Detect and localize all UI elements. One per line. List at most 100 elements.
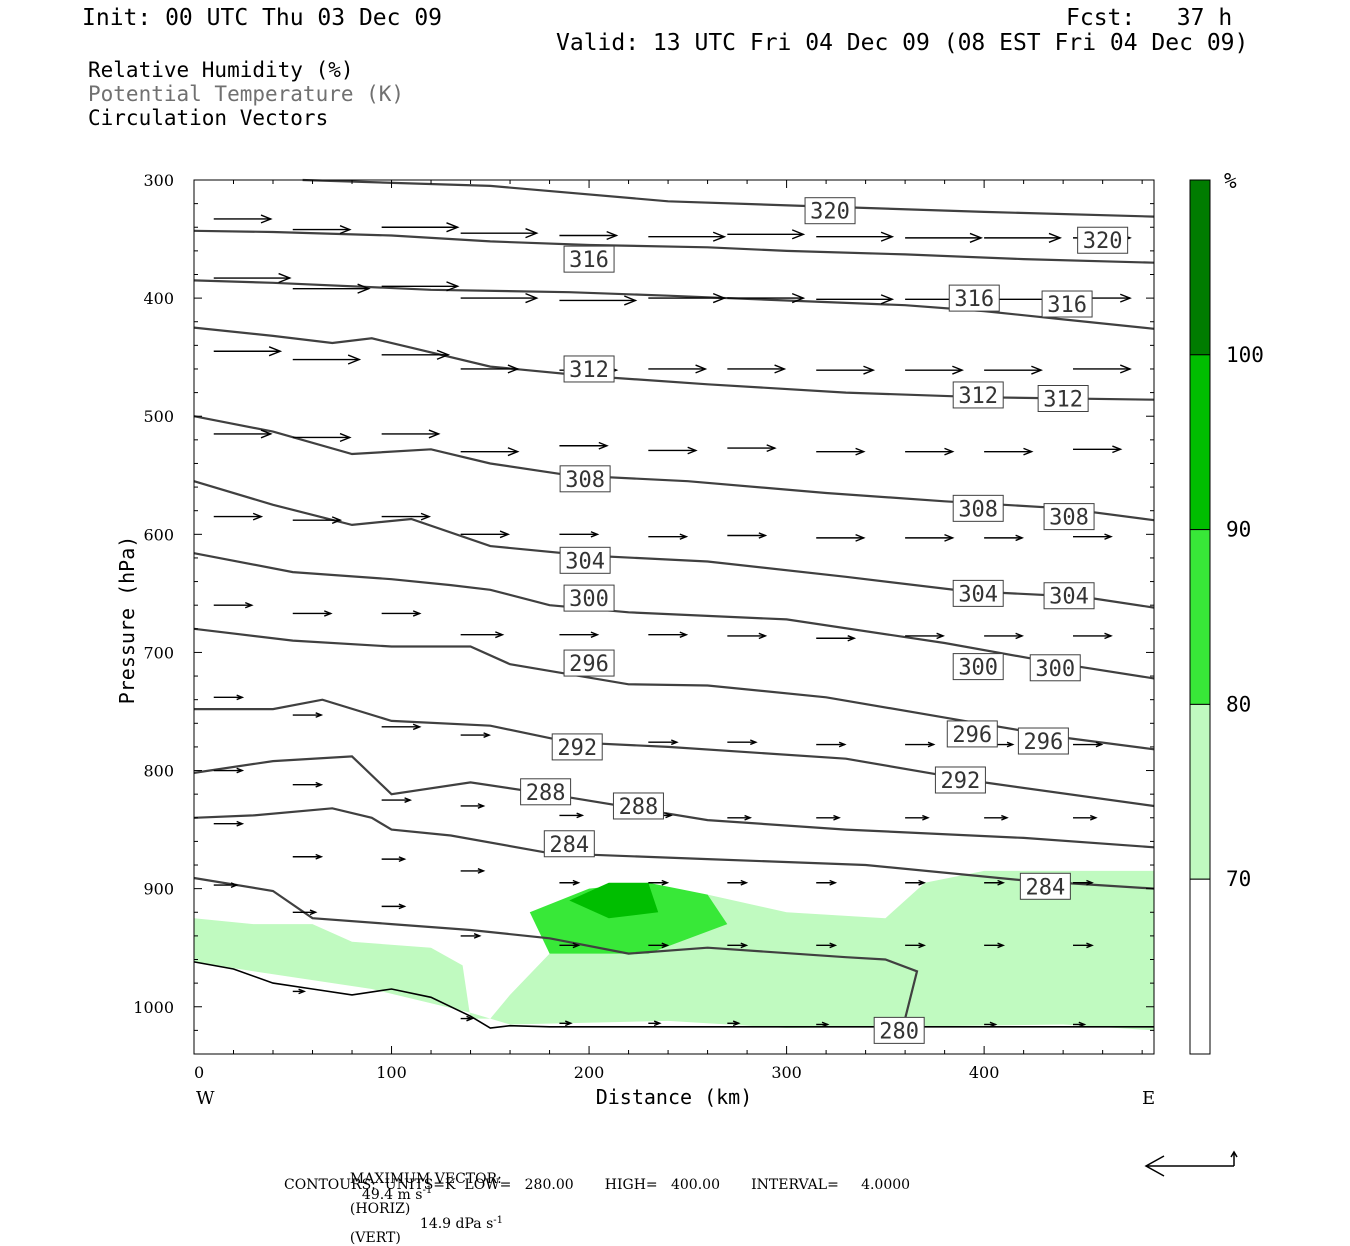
wind-vector-head [665,812,674,819]
wind-vector [816,533,866,542]
wind-vector-head [315,853,324,860]
wind-vector-head [507,364,520,374]
contour-label-text: 292 [557,736,597,761]
wind-vector-head [670,739,679,746]
contour-label: 308 [952,494,1004,522]
wind-vector-head [944,447,955,456]
wind-vector [727,814,753,821]
contour-label-box [952,579,1004,607]
contour-label-box [952,653,1004,681]
contour-label-text: 280 [879,1019,919,1044]
init-label: Init: 00 UTC Thu 03 Dec 09 [82,5,443,31]
wind-vector-head [278,272,292,284]
wind-vector [381,610,422,617]
x-tick-label: 0 [194,1063,204,1082]
contour-label-box [1017,727,1069,755]
contour-label-text: 308 [565,468,605,493]
vert-value: 14.9 dPa s [419,1216,494,1233]
wind-vector-head [1001,814,1009,821]
wind-vector [292,432,352,443]
y-tick-label: 400 [143,289,174,308]
wind-vector [559,942,581,949]
wind-vector-head [661,879,670,886]
wind-vector [213,346,283,357]
wind-vector [648,364,708,374]
contour-label: 320 [1077,226,1129,254]
wind-vector-head [791,293,806,304]
wind-vector [460,631,505,639]
wind-vector-head [679,533,689,540]
wind-vector-head [466,1015,474,1022]
wind-vector [905,365,964,375]
contour-label-box [1041,290,1093,318]
legend-theta: Potential Temperature (K) [88,82,405,106]
wind-vector-head [679,631,689,638]
wind-vector [213,820,245,827]
wind-vector-head [357,283,371,294]
wind-vector [292,988,307,995]
contour-label: 284 [1019,872,1071,900]
wind-vector-head [244,601,254,609]
wind-vector [213,694,245,701]
contour-label-box [952,494,1004,522]
contour-label: 312 [563,355,615,383]
contour-label: 300 [1029,654,1081,682]
contour-label: 288 [612,792,664,820]
wind-vector [816,294,895,305]
wind-vector [905,879,926,886]
wind-vector-head [712,231,727,242]
wind-vector [381,903,407,910]
wind-vector-head [989,1021,998,1028]
wind-vector-head [590,631,600,638]
y-tick-label: 1000 [133,998,174,1017]
wind-vector-head [1086,942,1094,949]
contour-label: 304 [559,546,611,574]
contour-label-box [559,546,611,574]
wind-vector [1073,1021,1087,1028]
vert-exponent: -1 [493,1214,504,1226]
contour-label: 316 [948,284,1000,312]
wind-vector-head [572,942,581,949]
contour-label-text: 312 [958,384,998,409]
wind-vector [213,429,273,439]
wind-vector-head [331,516,343,525]
wind-vector [984,814,1009,821]
valid-label: Valid: 13 UTC Fri 04 Dec 09 (08 EST Fri … [556,30,1249,56]
contour-label-box [1043,582,1095,610]
wind-vector-head [347,354,362,365]
wind-vector-head [339,432,352,443]
contour-label-text: 320 [1083,229,1123,254]
contour-label: 316 [1041,290,1093,318]
wind-vector-head [1095,741,1104,748]
wind-vector-head [936,632,945,640]
wind-vector [559,441,609,450]
theta-contour-288 [193,755,1155,849]
theta-contour-300 [193,552,1155,680]
contour-label-text: 316 [1047,293,1087,318]
wind-vector [816,447,866,456]
colorbar-segment [1189,179,1211,356]
wind-vector [1073,533,1113,540]
wind-vector [460,447,520,457]
contour-label-text: 296 [1024,730,1064,755]
wind-vector [984,232,1063,243]
wind-vector-head [420,512,432,521]
wind-vector-head [446,222,460,233]
wind-vector [292,225,352,235]
wind-vector-head [750,739,758,746]
wind-vector [984,632,1025,640]
theta-contour-308 [193,415,1155,522]
wind-vector-head [661,942,670,949]
wind-vector-head [446,281,460,292]
wind-vector [648,739,679,746]
wind-vector [559,1020,573,1027]
wind-vector-head [1015,534,1025,542]
wind-vector-head [863,365,876,375]
wind-vector-head [398,903,407,910]
wind-vector-head [1031,365,1044,375]
wind-vector [381,512,432,521]
theta-contour-280 [193,876,919,1019]
vert-unit: (VERT) [349,1230,401,1246]
wind-vector [1073,741,1104,748]
theta-contour-320 [193,229,1155,264]
